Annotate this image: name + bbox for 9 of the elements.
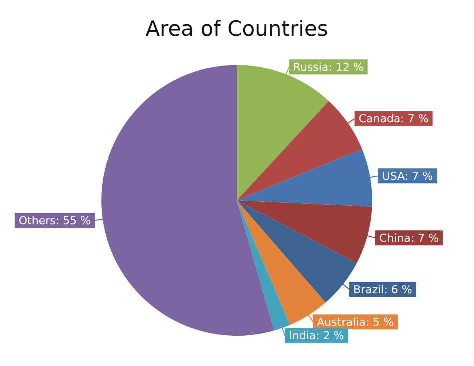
slice-label: USA: 7 % xyxy=(382,170,434,184)
slice-label: Others: 55 % xyxy=(18,214,92,228)
chart-title: Area of Countries xyxy=(146,17,328,42)
slice-label: Brazil: 6 % xyxy=(354,283,412,296)
slice-label: Russia: 12 % xyxy=(293,60,364,74)
slice-label: China: 7 % xyxy=(379,232,439,245)
slice-label: Australia: 5 % xyxy=(317,316,394,329)
slice-label: India: 2 % xyxy=(289,330,344,343)
slice-label: Canada: 7 % xyxy=(358,112,429,126)
